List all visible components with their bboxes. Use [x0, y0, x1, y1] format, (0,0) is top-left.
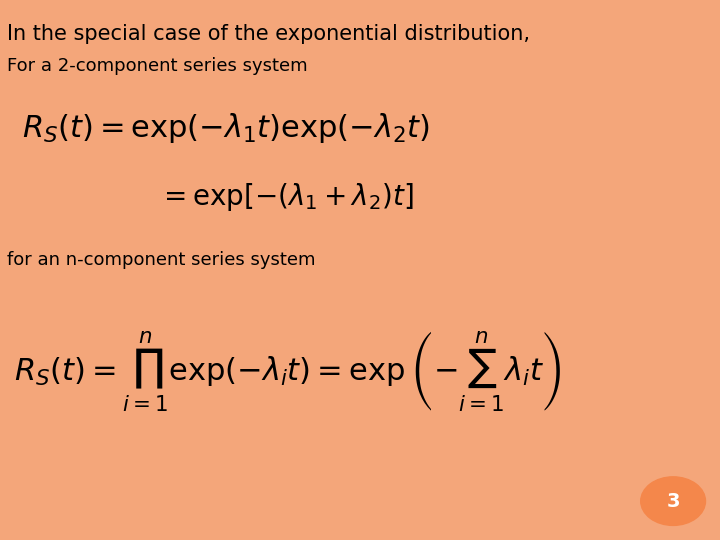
Text: $R_S(t)= \prod_{i=1}^{n} \exp(-\lambda_i t)= \exp\left(-\sum_{i=1}^{n} \lambda_i: $R_S(t)= \prod_{i=1}^{n} \exp(-\lambda_i…: [14, 329, 562, 414]
Text: $= \exp[-(\lambda_1 + \lambda_2)t]$: $= \exp[-(\lambda_1 + \lambda_2)t]$: [158, 181, 414, 213]
Text: For a 2-component series system: For a 2-component series system: [7, 57, 308, 75]
Text: 3: 3: [666, 491, 680, 511]
Circle shape: [641, 477, 706, 525]
Text: In the special case of the exponential distribution,: In the special case of the exponential d…: [7, 24, 530, 44]
Text: $R_S(t) = \exp(-\lambda_1 t)\exp(-\lambda_2 t)$: $R_S(t) = \exp(-\lambda_1 t)\exp(-\lambd…: [22, 111, 430, 145]
Text: for an n-component series system: for an n-component series system: [7, 251, 315, 269]
